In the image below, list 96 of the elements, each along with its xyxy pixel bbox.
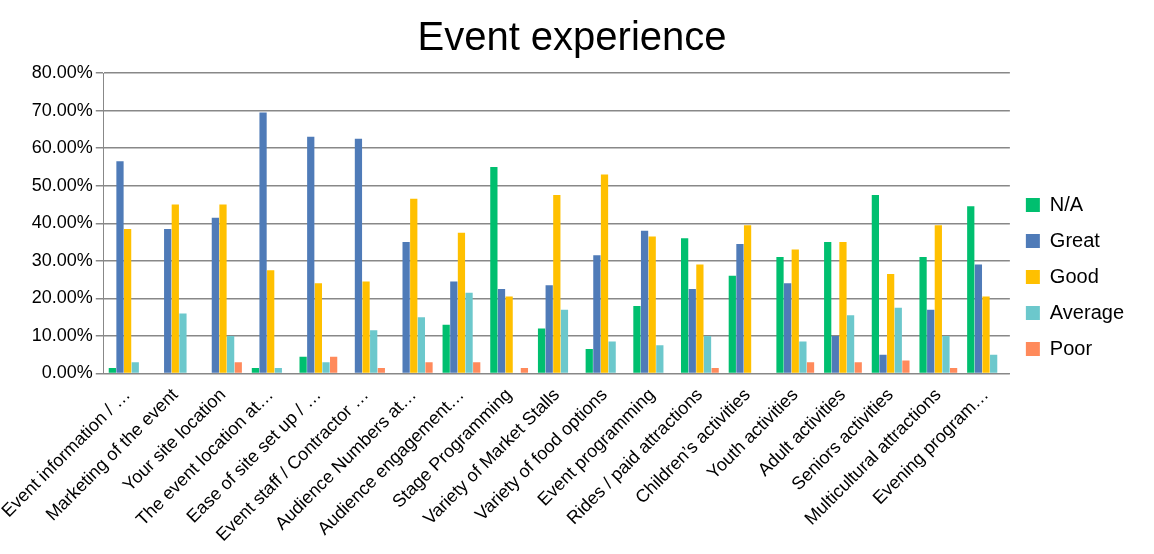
bar [879, 354, 887, 373]
bar [600, 174, 609, 373]
bar [743, 225, 752, 373]
y-tick-label: 0.00% [41, 362, 93, 383]
legend-label: Great [1049, 228, 1101, 251]
bar [545, 285, 553, 373]
bar [967, 206, 975, 373]
y-tick-label: 60.00% [31, 137, 93, 158]
bar [982, 296, 990, 373]
bar [259, 112, 267, 373]
bar [902, 360, 910, 373]
bar [831, 335, 839, 373]
bar [410, 198, 418, 373]
bar [633, 305, 641, 373]
bar [330, 356, 338, 373]
bar [703, 335, 712, 373]
bar [457, 232, 466, 373]
bar [314, 283, 322, 373]
bar [377, 367, 385, 373]
bar [799, 341, 807, 373]
bar [537, 328, 546, 373]
bar [839, 242, 847, 373]
bar [442, 324, 450, 373]
y-tick-label: 80.00% [31, 61, 93, 82]
bar [251, 367, 260, 373]
bar [887, 273, 895, 373]
bar [274, 367, 282, 373]
bar [370, 330, 378, 373]
bar [894, 307, 902, 373]
legend-label: Good [1049, 264, 1099, 287]
bar [108, 367, 116, 373]
bar [585, 349, 593, 373]
y-tick-label: 20.00% [31, 287, 93, 308]
bar [824, 242, 832, 373]
bar [927, 309, 935, 373]
bar [362, 281, 370, 373]
bar [131, 362, 139, 373]
bar [974, 264, 983, 373]
bar [171, 204, 179, 373]
bar [942, 335, 950, 373]
bar [425, 362, 433, 373]
bar [593, 255, 601, 373]
bar [307, 136, 315, 373]
bar [656, 345, 664, 373]
bar [124, 228, 132, 373]
bar [846, 315, 855, 373]
bar [681, 238, 689, 373]
bar [688, 289, 696, 373]
y-tick-label: 40.00% [31, 212, 93, 233]
bar [736, 243, 744, 373]
bar [322, 362, 330, 373]
bar [402, 242, 410, 373]
bar [553, 195, 561, 373]
legend-label: Average [1049, 300, 1125, 323]
bar [211, 217, 219, 373]
bar [299, 356, 307, 373]
bar [116, 161, 124, 373]
bar [179, 313, 187, 373]
bar [520, 367, 529, 373]
y-tick-label: 30.00% [31, 249, 93, 270]
bar [267, 270, 275, 373]
y-tick-label: 50.00% [31, 174, 93, 195]
bar [990, 354, 998, 373]
bar [354, 138, 363, 373]
legend-label: Poor [1049, 336, 1093, 359]
bar [164, 228, 172, 373]
bar [473, 362, 481, 373]
bar [949, 367, 958, 373]
chart-title: Event experience [417, 14, 727, 59]
bar [417, 317, 426, 373]
bar [791, 249, 799, 373]
bar [560, 309, 569, 373]
bar [784, 283, 792, 373]
bar [505, 296, 513, 373]
y-tick-label: 70.00% [31, 99, 93, 120]
bar [871, 195, 880, 373]
bar [806, 362, 815, 373]
bar [711, 367, 719, 373]
bar [854, 362, 862, 373]
bar [465, 292, 473, 373]
bar [934, 225, 942, 373]
bar [776, 257, 784, 373]
y-tick-label: 10.00% [31, 324, 93, 345]
legend-label: N/A [1049, 192, 1084, 215]
bar [728, 275, 736, 373]
bar [648, 236, 656, 373]
bar [490, 166, 498, 373]
bar [608, 341, 616, 373]
bar [497, 289, 506, 373]
bar [450, 281, 458, 373]
bar [640, 230, 649, 373]
bar [219, 204, 227, 373]
bar [227, 335, 235, 373]
bar [696, 264, 704, 373]
bar [919, 257, 927, 373]
bar [234, 362, 242, 373]
